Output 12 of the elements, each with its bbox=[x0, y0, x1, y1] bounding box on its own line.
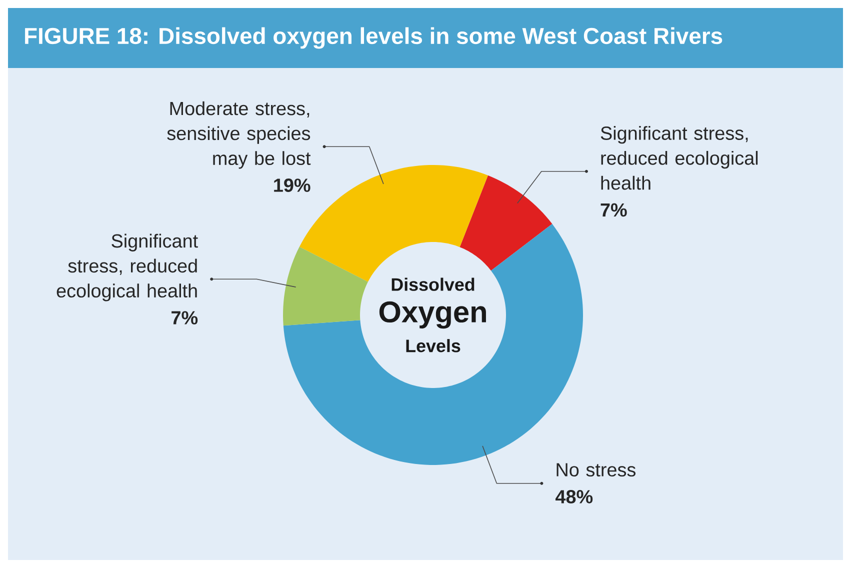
text: Dissolved bbox=[392, 278, 474, 291]
chart-title: FIGURE 18: Dissolved oxygen levels in some West Coast Rivers bbox=[25, 27, 722, 49]
data-label: 19% bbox=[274, 178, 310, 192]
data-label: 7% bbox=[600, 203, 627, 217]
text: Levels bbox=[406, 339, 460, 352]
data-label: 48% bbox=[555, 490, 593, 504]
slice-label: No stress bbox=[556, 463, 636, 476]
slice-label: Significant stress, reduced ecological health bbox=[600, 126, 758, 190]
text: Oxygen bbox=[379, 301, 486, 329]
slice-label: Moderate stress, sensitive species may be lost bbox=[167, 101, 311, 169]
data-label: 7% bbox=[172, 311, 198, 324]
slice-label: Significant stress, reduced ecological health bbox=[56, 234, 198, 302]
